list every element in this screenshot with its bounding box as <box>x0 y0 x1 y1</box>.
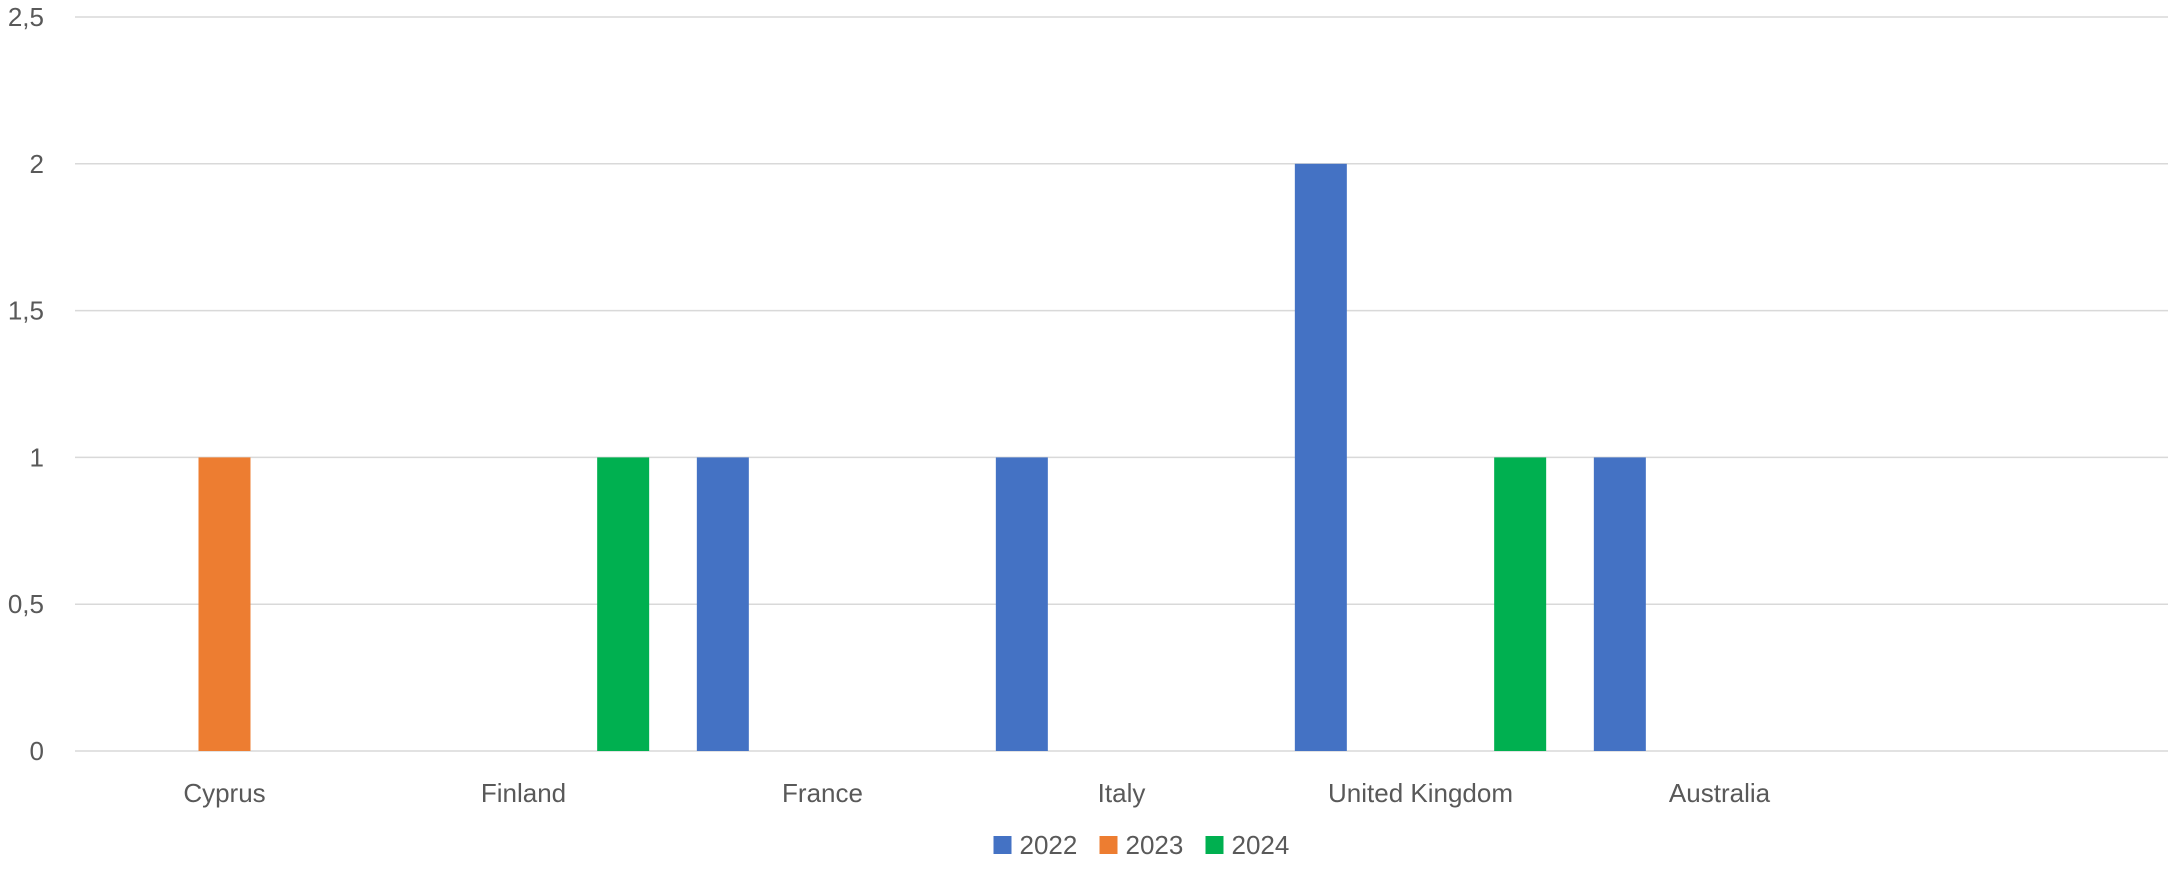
y-axis-tick-labels: 0 0,5 1 1,5 2 2,5 <box>8 2 44 766</box>
y-tick-label-5: 2,5 <box>8 2 44 32</box>
x-category-label-3: Italy <box>1098 778 1146 808</box>
y-tick-label-0: 0 <box>30 736 44 766</box>
x-category-label-4: United Kingdom <box>1328 778 1513 808</box>
legend-swatch-2023 <box>1099 836 1118 854</box>
y-tick-label-1: 0,5 <box>8 589 44 619</box>
x-category-label-2: France <box>782 778 863 808</box>
bar-2023-cyprus <box>198 457 251 751</box>
x-category-label-5: Australia <box>1669 778 1771 808</box>
legend: 2022 2023 2024 <box>993 830 1290 860</box>
bar-2022-australia <box>1593 457 1646 751</box>
bars <box>198 163 1646 752</box>
legend-swatch-2022 <box>993 836 1012 854</box>
x-axis-category-labels: Cyprus Finland France Italy United Kingdom Au… <box>183 778 1770 808</box>
x-category-label-1: Finland <box>481 778 566 808</box>
bar-2022-france <box>696 457 749 751</box>
legend-label-2024: 2024 <box>1232 830 1290 860</box>
bar-2024-finland <box>597 457 650 751</box>
bar-2022-italy <box>995 457 1048 751</box>
gridlines <box>75 16 2168 752</box>
y-tick-label-2: 1 <box>30 442 44 472</box>
bar-2022-united-kingdom <box>1294 163 1347 752</box>
x-category-label-0: Cyprus <box>183 778 265 808</box>
legend-label-2022: 2022 <box>1020 830 1078 860</box>
bar-2024-united-kingdom <box>1494 457 1547 751</box>
y-tick-label-3: 1,5 <box>8 296 44 326</box>
y-tick-label-4: 2 <box>30 149 44 179</box>
legend-swatch-2024 <box>1205 836 1224 854</box>
legend-label-2023: 2023 <box>1126 830 1184 860</box>
